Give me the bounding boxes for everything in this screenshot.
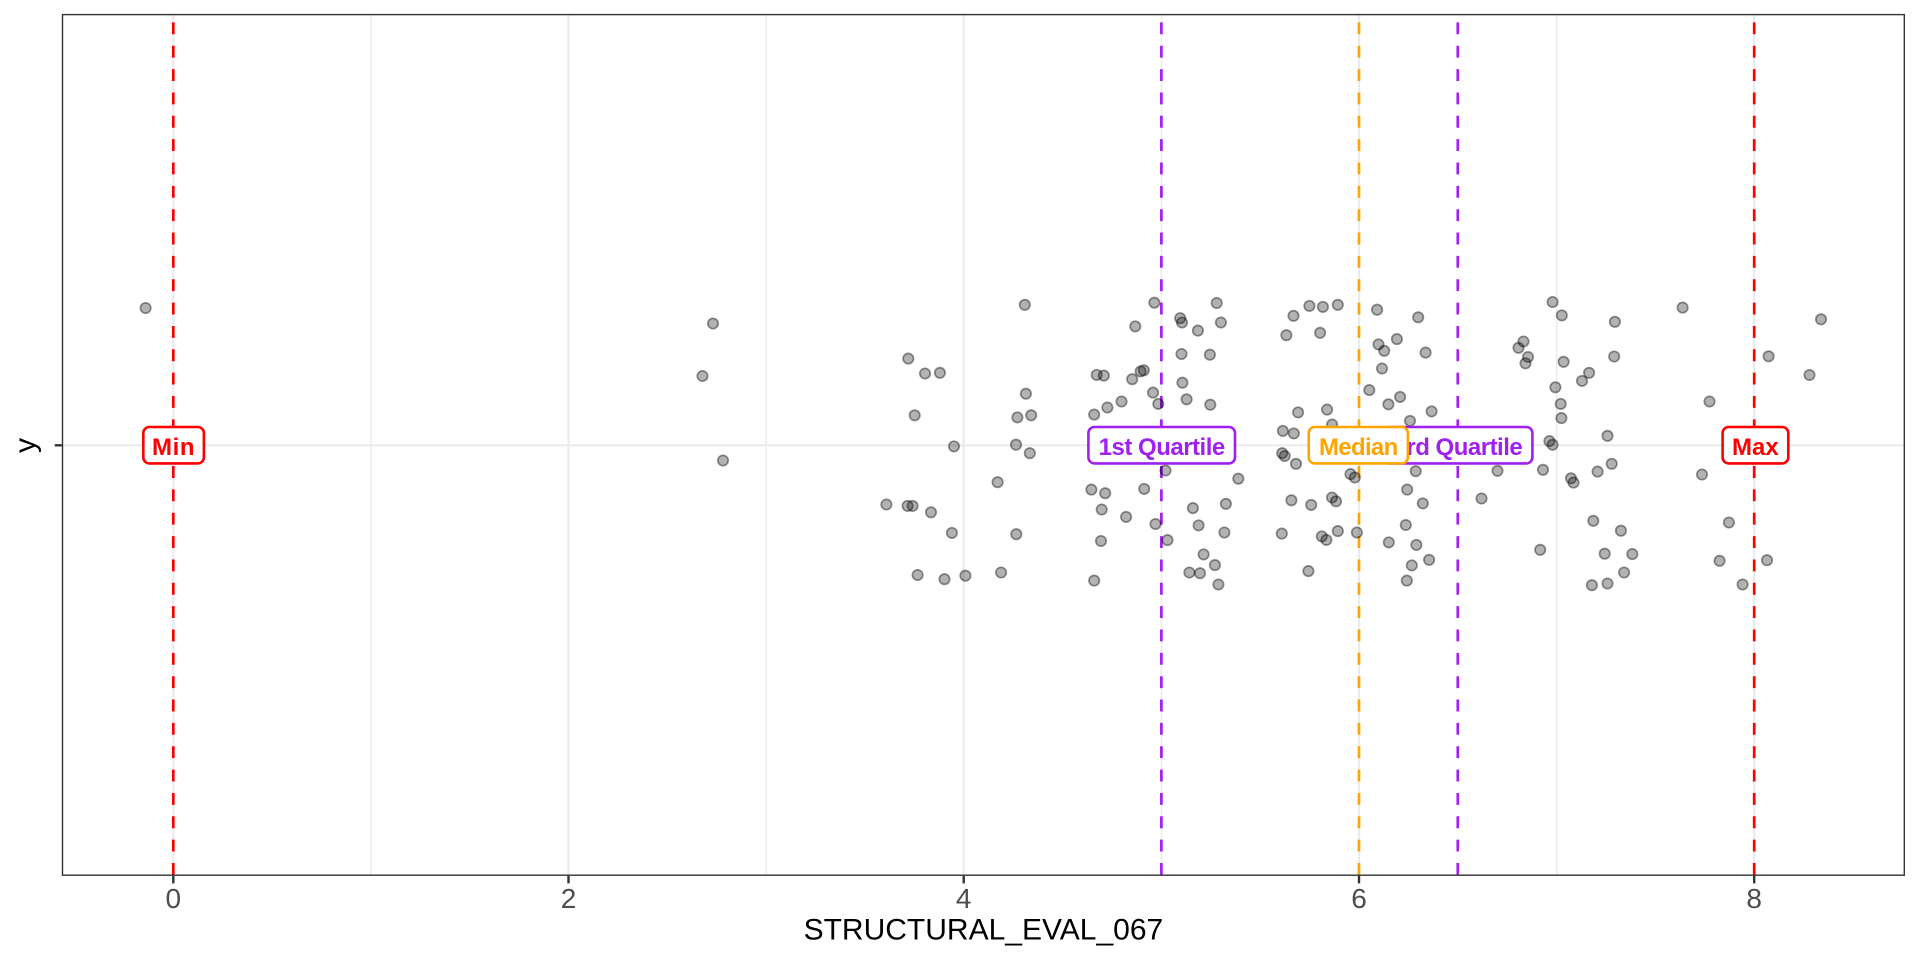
svg-text:0: 0 (166, 883, 182, 914)
svg-text:1st Quartile: 1st Quartile (1099, 434, 1225, 461)
svg-text:6: 6 (1351, 883, 1367, 914)
svg-text:3rd Quartile: 3rd Quartile (1394, 434, 1523, 461)
svg-text:2: 2 (561, 883, 577, 914)
svg-text:Min: Min (152, 434, 195, 461)
svg-text:8: 8 (1746, 883, 1762, 914)
svg-text:Max: Max (1732, 434, 1779, 461)
svg-text:STRUCTURAL_EVAL_067: STRUCTURAL_EVAL_067 (804, 914, 1164, 947)
svg-text:Median: Median (1319, 434, 1398, 461)
svg-text:4: 4 (956, 883, 972, 914)
svg-text:y: y (9, 438, 42, 453)
